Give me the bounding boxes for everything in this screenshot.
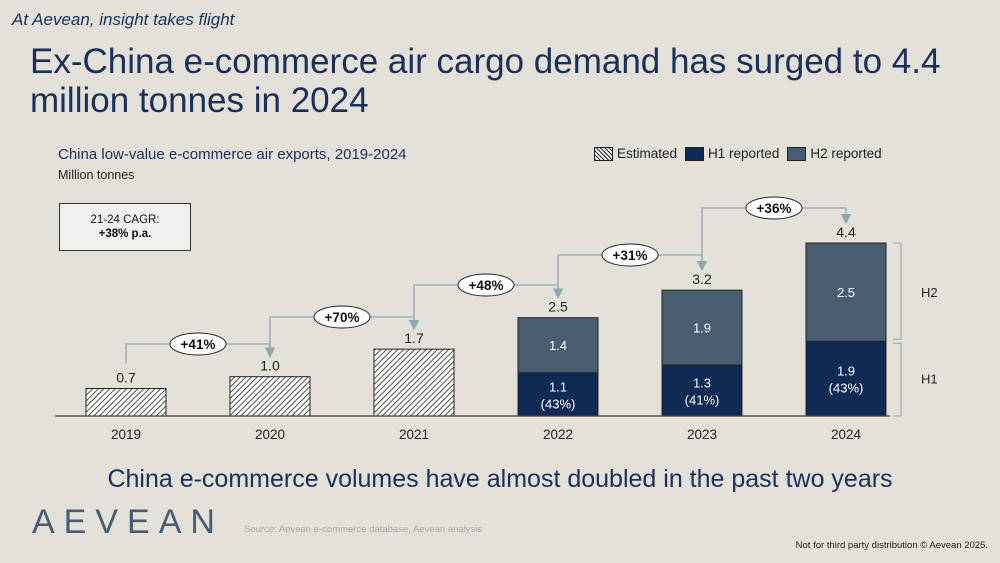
h1-share-label: (41%) bbox=[685, 392, 720, 407]
h1-bracket bbox=[893, 342, 902, 417]
h1-value-label: 1.1 bbox=[549, 379, 567, 394]
tagline: At Aevean, insight takes flight bbox=[12, 10, 235, 29]
page-title: Ex-China e-commerce air cargo demand has… bbox=[30, 42, 941, 120]
h1-bracket-label: H1 bbox=[921, 372, 938, 387]
growth-label: +31% bbox=[613, 248, 648, 263]
estimated-bar bbox=[85, 387, 167, 417]
growth-bubble bbox=[745, 196, 803, 220]
growth-bubble bbox=[601, 243, 659, 267]
x-tick-label: 2024 bbox=[831, 427, 862, 442]
h2-value-label: 1.4 bbox=[549, 338, 567, 353]
chart-units: Million tonnes bbox=[58, 168, 135, 182]
takeaway: China e-commerce volumes have almost dou… bbox=[107, 465, 893, 493]
hatch-swatch-icon bbox=[594, 147, 613, 162]
cagr-value: +38% p.a. bbox=[98, 228, 152, 240]
legend: Estimated H1 reported H2 reported bbox=[594, 146, 882, 162]
chart-title: China low-value e-commerce air exports, … bbox=[58, 146, 407, 163]
h1-share-label: (43%) bbox=[829, 381, 864, 396]
growth-label: +36% bbox=[757, 201, 792, 216]
growth-bubble bbox=[169, 332, 227, 356]
logo: AEVEAN bbox=[32, 503, 224, 541]
h1-swatch-icon bbox=[685, 147, 705, 162]
growth-label: +48% bbox=[469, 278, 504, 293]
source-note: Source: Aevean e-commerce database, Aeve… bbox=[244, 524, 483, 535]
x-tick-label: 2022 bbox=[543, 427, 573, 442]
h2-swatch-icon bbox=[787, 147, 807, 162]
x-tick-label: 2021 bbox=[399, 427, 429, 442]
x-tick-label: 2023 bbox=[687, 427, 717, 442]
h1-value-label: 1.3 bbox=[693, 375, 711, 390]
growth-bubble bbox=[457, 273, 515, 297]
total-label: 3.2 bbox=[692, 271, 712, 287]
h2-bracket-label: H2 bbox=[921, 285, 938, 300]
h2-value-label: 2.5 bbox=[837, 285, 855, 300]
x-tick-label: 2019 bbox=[111, 427, 141, 442]
estimated-bar bbox=[373, 348, 455, 417]
estimated-bar bbox=[229, 376, 311, 417]
h2-bar bbox=[805, 242, 887, 342]
h1-bar bbox=[517, 372, 599, 417]
h2-bracket bbox=[893, 242, 902, 340]
total-label: 1.7 bbox=[404, 330, 424, 346]
total-label: 1.0 bbox=[260, 358, 280, 374]
total-label: 4.4 bbox=[836, 224, 856, 240]
h1-value-label: 1.9 bbox=[837, 364, 855, 379]
legend-estimated: Estimated bbox=[594, 146, 677, 162]
legend-h2: H2 reported bbox=[787, 146, 882, 162]
h2-value-label: 1.9 bbox=[693, 321, 711, 336]
growth-label: +41% bbox=[181, 337, 216, 352]
cagr-box: 21-24 CAGR: +38% p.a. bbox=[59, 203, 191, 251]
h2-bar bbox=[517, 317, 599, 374]
h2-bar bbox=[661, 289, 743, 366]
growth-label: +70% bbox=[325, 310, 360, 325]
distribution-notice: Not for third party distribution © Aevea… bbox=[795, 540, 988, 551]
total-label: 0.7 bbox=[116, 369, 136, 385]
legend-h1: H1 reported bbox=[685, 146, 779, 162]
total-label: 2.5 bbox=[548, 299, 568, 315]
x-tick-label: 2020 bbox=[255, 427, 285, 442]
cagr-label: 21-24 CAGR: bbox=[90, 214, 160, 226]
growth-bubble bbox=[313, 305, 371, 329]
h1-share-label: (43%) bbox=[541, 396, 576, 411]
